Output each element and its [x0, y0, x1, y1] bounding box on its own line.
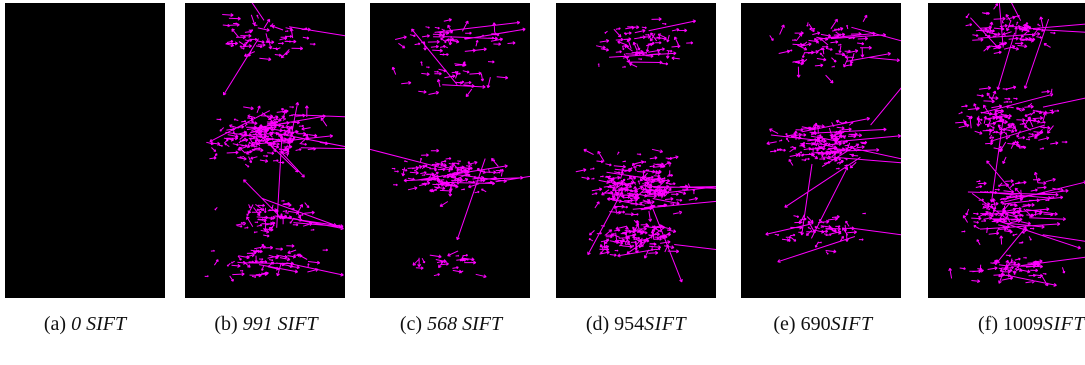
caption-letter: (d): [585, 313, 610, 335]
keypoint-arrow-paths: [948, 3, 1085, 287]
caption-unit: SIFT: [1043, 313, 1085, 335]
keypoint-arrows: [765, 14, 901, 263]
panel-a-image: [5, 3, 165, 298]
caption-unit: SIFT: [277, 313, 318, 335]
panel-e-image: [741, 3, 901, 298]
caption-b: (b) 991 SIFT: [176, 313, 356, 336]
keypoint-arrows: [370, 18, 530, 279]
panel-d-image: [556, 3, 716, 298]
panel-f-image: [928, 3, 1085, 298]
caption-letter: (e): [773, 313, 796, 335]
caption-e: (e) 690SIFT: [733, 313, 913, 336]
keypoint-arrow-paths: [370, 18, 530, 279]
caption-count: 690: [800, 313, 831, 335]
caption-letter: (c): [399, 313, 423, 335]
caption-count: 568: [427, 313, 458, 335]
sift-overlay-a: [5, 3, 165, 298]
caption-a: (a) 0 SIFT: [0, 313, 175, 336]
keypoint-arrow-paths: [204, 3, 345, 282]
caption-count: 1009: [1003, 313, 1043, 335]
caption-count: 0: [71, 313, 82, 335]
sift-overlay-c: [370, 18, 530, 279]
keypoint-arrow-paths: [575, 17, 716, 283]
caption-count: 954: [614, 313, 645, 335]
caption-d: (d) 954SIFT: [546, 313, 726, 336]
caption-count: 991: [242, 313, 273, 335]
sift-overlay-b: [204, 3, 345, 282]
panel-c-image: [370, 3, 530, 298]
keypoint-arrows: [948, 3, 1085, 287]
caption-f: (f) 1009SIFT: [905, 313, 1085, 336]
caption-unit: SIFT: [644, 313, 687, 335]
caption-c: (c) 568 SIFT: [361, 313, 541, 336]
keypoint-arrows: [204, 3, 345, 282]
caption-letter: (f): [978, 313, 998, 335]
panel-b-image: [185, 3, 345, 298]
caption-letter: (b): [214, 313, 238, 335]
keypoint-arrow-paths: [765, 14, 901, 263]
sift-overlay-d: [575, 17, 716, 283]
caption-unit: SIFT: [830, 313, 873, 335]
caption-unit: SIFT: [86, 313, 127, 335]
sift-overlay-e: [765, 14, 901, 263]
caption-unit: SIFT: [462, 313, 503, 335]
caption-letter: (a): [43, 313, 67, 335]
keypoint-arrows: [575, 17, 716, 283]
sift-overlay-f: [948, 3, 1085, 287]
